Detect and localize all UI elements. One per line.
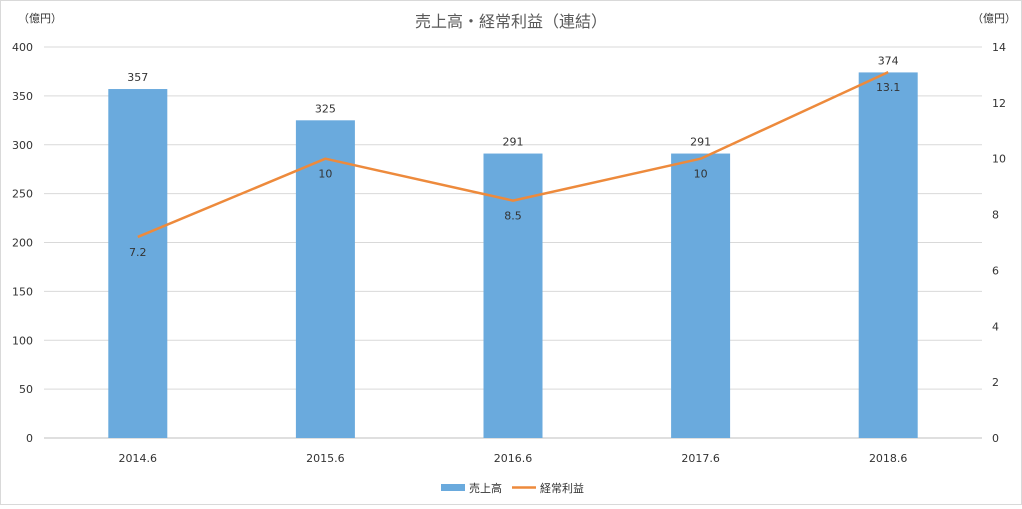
x-tick-label: 2017.6 [681, 452, 720, 465]
line-value-label: 10 [318, 168, 332, 181]
right-tick-label: 2 [992, 376, 999, 389]
bar-value-label: 374 [878, 54, 899, 67]
bar-value-label: 291 [503, 136, 524, 149]
bar-value-label: 357 [127, 71, 148, 84]
x-tick-label: 2015.6 [306, 452, 345, 465]
left-tick-label: 350 [12, 90, 33, 103]
left-axis-ticks: 0 50 100 150 200 250 300 350 400 [12, 41, 33, 445]
line-value-label: 8.5 [504, 210, 522, 223]
left-tick-label: 250 [12, 188, 33, 201]
left-tick-label: 150 [12, 285, 33, 298]
right-tick-label: 8 [992, 209, 999, 222]
line-data-labels: 7.2 10 8.5 10 13.1 [129, 81, 900, 259]
chart-title: 売上高・経常利益（連結） [415, 12, 607, 31]
x-tick-label: 2014.6 [119, 452, 158, 465]
right-tick-label: 6 [992, 264, 999, 277]
right-tick-label: 0 [992, 432, 999, 445]
legend: 売上高 経常利益 [441, 481, 584, 495]
bar [295, 120, 355, 438]
right-tick-label: 14 [992, 41, 1006, 54]
legend-label-bar: 売上高 [469, 481, 502, 495]
bar-value-label: 325 [315, 102, 336, 115]
right-tick-label: 4 [992, 320, 999, 333]
right-axis-unit: （億円） [972, 12, 1016, 25]
bar-value-label: 291 [690, 136, 711, 149]
line-value-label: 13.1 [876, 81, 901, 94]
left-tick-label: 50 [19, 383, 33, 396]
legend-swatch-bar [441, 484, 465, 491]
left-axis-unit: （億円） [18, 12, 62, 25]
line-path [137, 71, 889, 239]
left-tick-label: 400 [12, 41, 33, 54]
left-tick-label: 300 [12, 139, 33, 152]
right-tick-label: 10 [992, 153, 1006, 166]
line-value-label: 10 [694, 168, 708, 181]
left-tick-label: 100 [12, 334, 33, 347]
x-tick-label: 2018.6 [869, 452, 908, 465]
bar [671, 153, 731, 439]
left-tick-label: 0 [26, 432, 33, 445]
right-axis-ticks: 0 2 4 6 8 10 12 14 [992, 41, 1006, 445]
bar-data-labels: 357 325 291 291 374 [127, 54, 898, 148]
line-value-label: 7.2 [129, 246, 147, 259]
right-tick-label: 12 [992, 97, 1006, 110]
line-series [137, 71, 889, 239]
left-tick-label: 200 [12, 237, 33, 250]
x-axis-labels: 2014.6 2015.6 2016.6 2017.6 2018.6 [119, 452, 908, 465]
bar [858, 72, 918, 438]
legend-label-line: 経常利益 [540, 481, 584, 495]
x-tick-label: 2016.6 [494, 452, 533, 465]
bar [108, 89, 168, 438]
